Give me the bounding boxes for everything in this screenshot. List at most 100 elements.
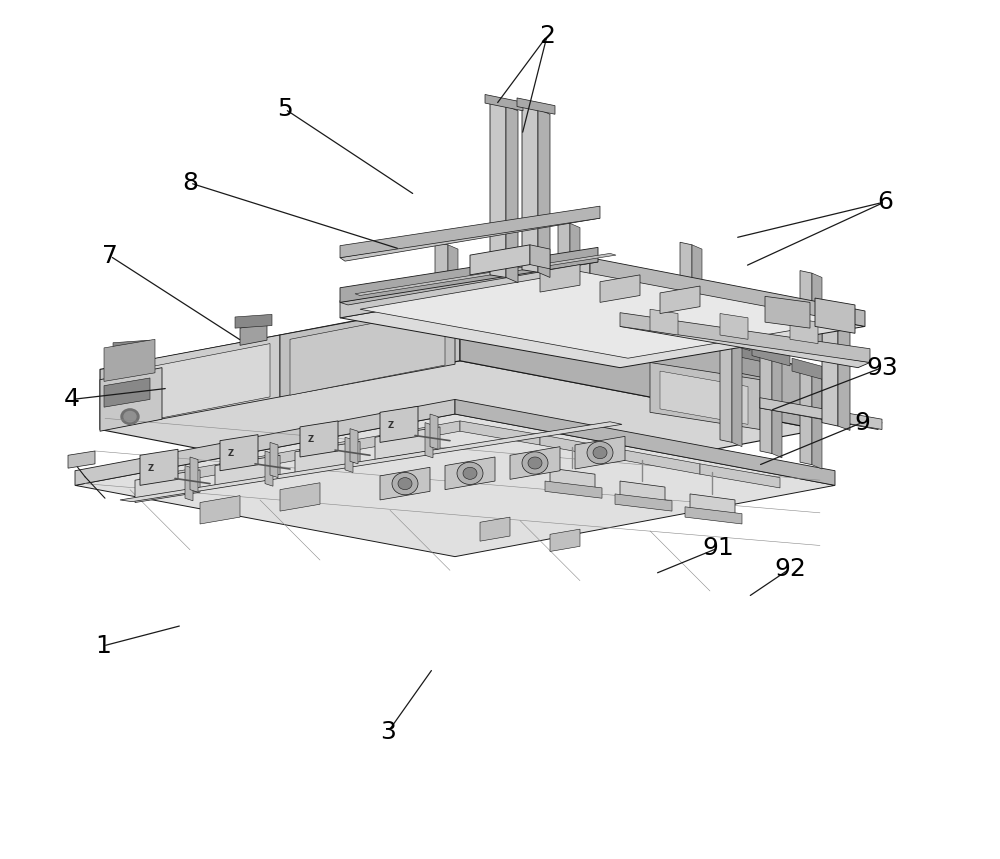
Polygon shape xyxy=(540,435,620,460)
Text: 3: 3 xyxy=(380,720,396,744)
Polygon shape xyxy=(365,298,392,320)
Polygon shape xyxy=(240,323,267,345)
Polygon shape xyxy=(506,106,518,283)
Polygon shape xyxy=(690,494,735,521)
Polygon shape xyxy=(340,275,865,368)
Polygon shape xyxy=(620,481,665,509)
Polygon shape xyxy=(575,436,625,469)
Polygon shape xyxy=(558,221,570,296)
Polygon shape xyxy=(800,372,812,465)
Polygon shape xyxy=(733,344,770,363)
Text: 9: 9 xyxy=(854,411,870,435)
Polygon shape xyxy=(340,258,590,318)
Text: Z: Z xyxy=(308,436,314,444)
Polygon shape xyxy=(700,464,780,488)
Polygon shape xyxy=(650,362,760,430)
Polygon shape xyxy=(220,435,258,471)
Polygon shape xyxy=(220,449,300,474)
Polygon shape xyxy=(120,422,622,502)
Polygon shape xyxy=(760,356,772,454)
Polygon shape xyxy=(485,94,523,111)
Polygon shape xyxy=(435,242,448,322)
Text: 8: 8 xyxy=(182,171,198,195)
Polygon shape xyxy=(295,442,360,474)
Polygon shape xyxy=(360,271,845,358)
Polygon shape xyxy=(790,318,818,344)
Circle shape xyxy=(463,467,477,479)
Polygon shape xyxy=(483,294,520,313)
Polygon shape xyxy=(75,414,835,557)
Polygon shape xyxy=(340,206,600,258)
Polygon shape xyxy=(712,327,750,350)
Polygon shape xyxy=(113,340,150,354)
Polygon shape xyxy=(752,343,790,366)
Polygon shape xyxy=(517,98,555,114)
Text: 5: 5 xyxy=(277,97,293,121)
Polygon shape xyxy=(615,494,672,511)
Text: Z: Z xyxy=(148,464,154,472)
Circle shape xyxy=(124,411,136,422)
Polygon shape xyxy=(470,245,530,275)
Polygon shape xyxy=(460,301,820,430)
Polygon shape xyxy=(480,517,510,541)
Polygon shape xyxy=(140,449,178,485)
Polygon shape xyxy=(612,329,639,351)
Polygon shape xyxy=(380,421,460,446)
Polygon shape xyxy=(488,305,515,327)
Polygon shape xyxy=(590,258,865,326)
Polygon shape xyxy=(190,457,198,492)
Polygon shape xyxy=(510,447,560,479)
Polygon shape xyxy=(760,398,882,430)
Text: 2: 2 xyxy=(539,24,555,48)
Polygon shape xyxy=(620,449,700,474)
Text: 92: 92 xyxy=(774,557,806,581)
Polygon shape xyxy=(720,314,748,339)
Polygon shape xyxy=(340,215,600,261)
Text: 1: 1 xyxy=(95,634,111,658)
Polygon shape xyxy=(115,344,270,427)
Polygon shape xyxy=(550,468,595,496)
Polygon shape xyxy=(812,375,822,469)
Polygon shape xyxy=(800,271,812,346)
Polygon shape xyxy=(815,298,855,333)
Polygon shape xyxy=(607,318,644,337)
Circle shape xyxy=(398,478,412,490)
Polygon shape xyxy=(355,253,616,295)
Polygon shape xyxy=(620,313,870,362)
Polygon shape xyxy=(360,289,397,303)
Polygon shape xyxy=(445,457,495,490)
Text: 7: 7 xyxy=(102,244,118,268)
Polygon shape xyxy=(375,427,440,460)
Polygon shape xyxy=(340,247,598,302)
Polygon shape xyxy=(280,302,455,397)
Polygon shape xyxy=(792,358,830,381)
Text: 4: 4 xyxy=(64,387,80,411)
Polygon shape xyxy=(135,470,200,503)
Polygon shape xyxy=(660,286,700,314)
Polygon shape xyxy=(300,421,338,457)
Polygon shape xyxy=(270,442,278,478)
Polygon shape xyxy=(550,529,580,551)
Polygon shape xyxy=(650,309,678,335)
Polygon shape xyxy=(538,109,550,277)
Polygon shape xyxy=(100,301,460,430)
Circle shape xyxy=(593,447,607,459)
Polygon shape xyxy=(215,455,280,488)
Polygon shape xyxy=(75,399,455,485)
Polygon shape xyxy=(380,406,418,442)
Polygon shape xyxy=(104,378,150,407)
Polygon shape xyxy=(732,344,742,447)
Polygon shape xyxy=(838,305,850,430)
Polygon shape xyxy=(530,245,550,269)
Text: 91: 91 xyxy=(702,536,734,560)
Polygon shape xyxy=(822,302,838,426)
Text: 6: 6 xyxy=(877,190,893,214)
Polygon shape xyxy=(545,481,602,498)
Polygon shape xyxy=(570,223,580,301)
Polygon shape xyxy=(812,273,822,350)
Polygon shape xyxy=(600,275,640,302)
Polygon shape xyxy=(280,483,320,511)
Polygon shape xyxy=(104,339,155,381)
Circle shape xyxy=(587,442,613,464)
Circle shape xyxy=(457,462,483,484)
